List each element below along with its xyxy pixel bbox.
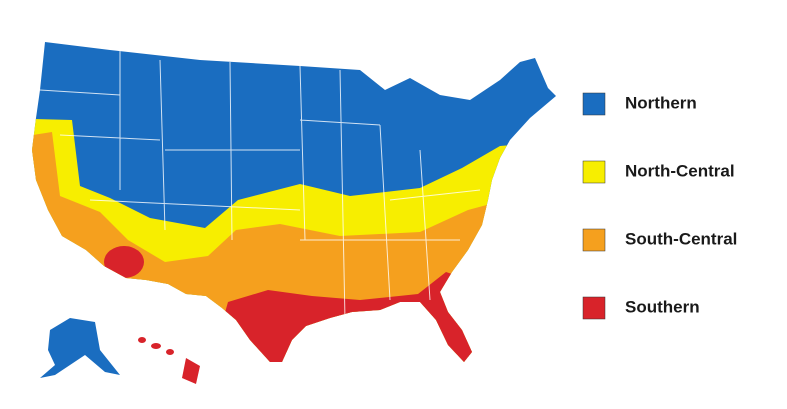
legend-swatch	[582, 228, 606, 252]
legend-swatch	[582, 92, 606, 116]
state-lines	[39, 50, 481, 321]
legend-swatch	[582, 296, 606, 320]
legend-label: Northern	[625, 93, 697, 112]
legend-label: North-Central	[625, 161, 735, 180]
legend-label: Southern	[625, 297, 700, 316]
legend: Northern North-Central South-Central Southe…	[582, 92, 737, 320]
alaska	[40, 318, 120, 378]
legend-swatch	[582, 160, 606, 184]
legend-label: South-Central	[625, 229, 737, 248]
hawaii	[138, 337, 200, 384]
